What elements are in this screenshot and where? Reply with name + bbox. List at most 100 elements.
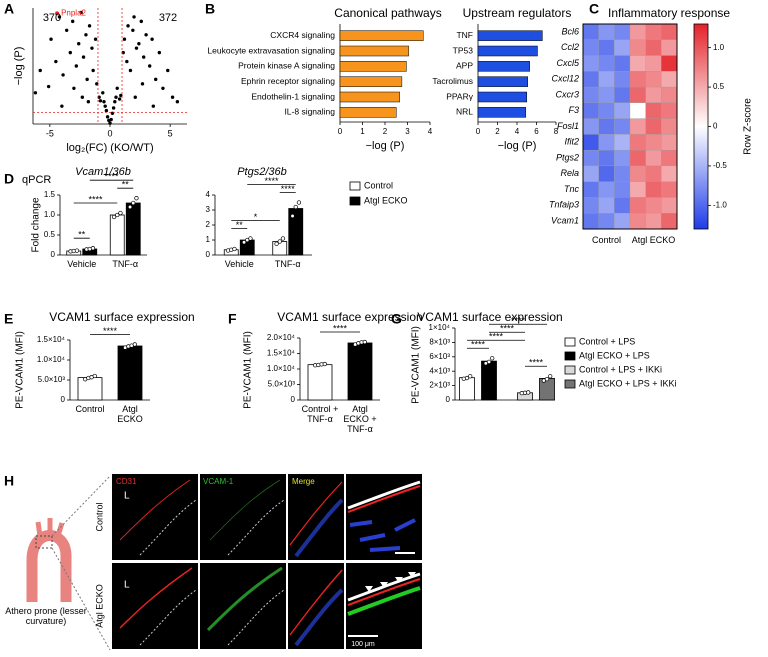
heatmap-cell — [614, 165, 631, 182]
point — [111, 106, 116, 110]
y-tick-label: PPARγ — [446, 91, 474, 101]
x-tick-label: 8 — [554, 127, 559, 136]
data-point — [468, 374, 473, 379]
point — [81, 55, 86, 59]
point — [91, 68, 95, 73]
data-point — [277, 239, 282, 244]
point — [54, 59, 58, 64]
data-point — [293, 204, 298, 210]
bar — [477, 61, 530, 72]
dashed-boundary — [227, 589, 285, 646]
heatmap-cell — [661, 165, 678, 182]
panel-letter: G — [391, 311, 402, 327]
cd31-signal — [119, 479, 191, 541]
colorbar-tick-label: 1.0 — [713, 43, 725, 52]
heatmap-cell — [614, 102, 631, 119]
image — [346, 474, 422, 560]
y-tick-label: IL-8 signaling — [284, 107, 335, 117]
y-axis-title: Fold change — [31, 197, 42, 252]
bar — [477, 107, 527, 118]
aorta-drawing — [26, 530, 72, 602]
heatmap-cell — [614, 150, 631, 167]
heatmap-cell — [614, 39, 631, 56]
data-point — [92, 373, 97, 379]
point — [98, 99, 103, 103]
count-annotation: 370 — [43, 12, 61, 24]
x-tick-label: Vehicle — [224, 259, 254, 269]
heatmap-cell — [614, 181, 631, 198]
image-row: 100 μm L — [112, 563, 422, 649]
row-label: Tnfaip3 — [549, 200, 579, 210]
merge-inset-signal — [347, 485, 421, 513]
y-tick-label: 0 — [51, 250, 56, 259]
y-tick-label: Tacrolimus — [432, 76, 473, 86]
point — [33, 91, 38, 95]
merge-inset-signal — [347, 480, 421, 510]
y-tick-label: 4 — [206, 190, 211, 199]
point — [125, 59, 129, 64]
bar — [117, 345, 143, 401]
chart-title: Upstream regulators — [463, 6, 572, 20]
data-point — [232, 246, 237, 252]
point — [85, 77, 89, 82]
point — [61, 73, 65, 77]
cd31-signal — [119, 567, 193, 629]
point — [38, 68, 42, 73]
y-tick-label: NRL — [456, 107, 473, 117]
nuclei — [294, 498, 344, 558]
bar — [339, 45, 409, 57]
data-point — [486, 359, 492, 364]
y-tick-label: TNF — [456, 30, 473, 40]
image — [288, 563, 344, 649]
heatmap-cell — [614, 55, 631, 72]
point — [157, 50, 162, 55]
point — [87, 24, 92, 28]
bar — [477, 76, 528, 87]
bar — [339, 76, 403, 87]
dashed-boundary — [139, 499, 197, 556]
heatmap-cell — [598, 71, 615, 88]
heatmap-cell — [661, 197, 678, 214]
row-label: Tnc — [564, 184, 580, 194]
bar — [339, 30, 424, 41]
point — [132, 15, 136, 19]
chart-title: VCAM1 surface expression — [417, 310, 562, 324]
point — [74, 64, 79, 68]
heatmap-cell — [645, 86, 662, 103]
legend-label: Atgl ECKO + LPS — [579, 350, 650, 360]
heatmap-cell — [582, 23, 599, 40]
point — [102, 99, 106, 104]
zoom-lines — [51, 475, 111, 651]
data-point — [248, 236, 253, 241]
heatmap-cell — [629, 165, 646, 182]
significance-label: **** — [103, 326, 118, 336]
point — [128, 68, 133, 73]
data-point — [280, 236, 286, 241]
point — [109, 117, 113, 122]
point — [71, 19, 75, 24]
y-tick-label: 1.5×10⁴ — [37, 335, 66, 344]
image — [200, 563, 286, 649]
heatmap-cell — [661, 39, 678, 56]
heatmap-cell — [645, 165, 662, 182]
merge-signal — [289, 481, 343, 546]
heatmap-cell — [645, 150, 662, 167]
heatmap-cell — [629, 39, 646, 56]
point — [175, 99, 180, 104]
y-tick-label: TP53 — [453, 45, 474, 55]
heatmap-cell — [629, 55, 646, 72]
point — [77, 41, 81, 46]
method-label: qPCR — [22, 174, 51, 186]
count-annotation: 372 — [159, 12, 177, 24]
point — [86, 99, 91, 104]
significance-label: **** — [529, 358, 544, 368]
data-point — [544, 376, 550, 382]
heatmap-cell — [582, 134, 599, 151]
region-box — [35, 535, 53, 549]
heatmap-cell — [614, 23, 631, 40]
row-label: Cxcl5 — [556, 58, 579, 68]
heatmap-cell — [661, 23, 678, 40]
x-tick-label: 0 — [107, 128, 112, 138]
heatmap-cell — [661, 150, 678, 167]
